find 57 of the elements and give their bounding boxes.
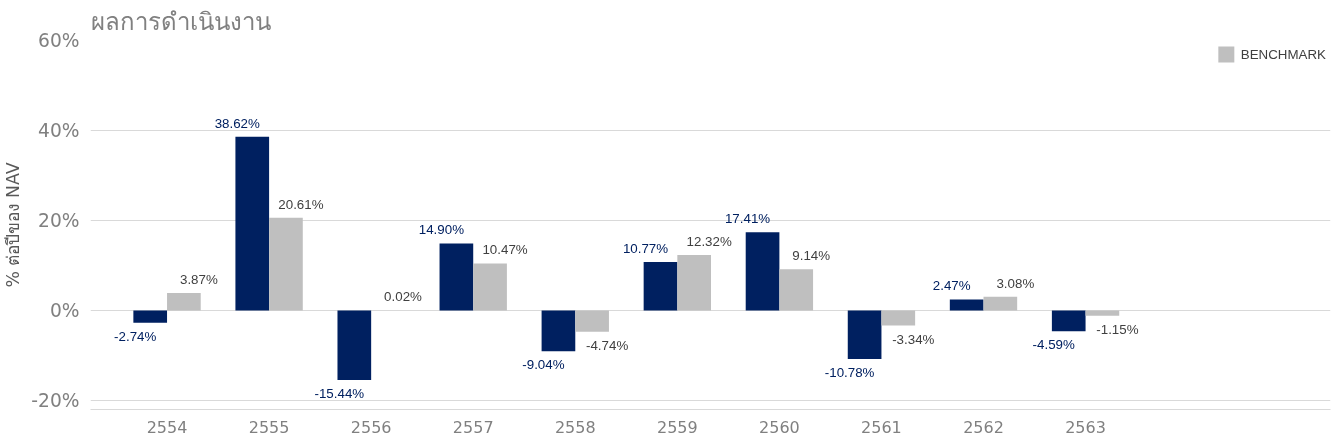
y-tick-label: 0% — [49, 300, 80, 321]
x-tick-label: 2561 — [861, 417, 902, 437]
bar — [677, 255, 712, 311]
x-tick-label: 2555 — [248, 417, 290, 437]
bar — [269, 217, 303, 311]
x-tick-label: 2557 — [452, 417, 494, 437]
bar — [779, 269, 814, 311]
data-label: -2.74% — [114, 328, 157, 344]
bar — [745, 232, 780, 311]
data-label: 10.77% — [622, 241, 669, 257]
data-label: -4.74% — [586, 337, 629, 353]
data-label: -10.78% — [824, 365, 875, 381]
data-label: 20.61% — [278, 196, 324, 212]
y-tick-label: 20% — [38, 210, 80, 231]
data-label: 2.47% — [932, 278, 971, 294]
bar — [133, 310, 168, 323]
bar — [473, 263, 507, 311]
data-label: -3.34% — [892, 331, 935, 347]
bar — [1085, 310, 1120, 316]
bar — [847, 310, 882, 360]
legend-label: BENCHMARK — [1240, 46, 1326, 62]
data-label: -4.59% — [1032, 337, 1075, 353]
data-label: 3.87% — [179, 272, 218, 288]
x-tick-label: 2558 — [554, 417, 596, 437]
x-tick-label: 2556 — [350, 417, 392, 437]
x-tick-label: 2559 — [656, 417, 698, 437]
bar — [949, 299, 984, 311]
data-label: 3.08% — [996, 275, 1035, 291]
data-label: 9.14% — [792, 248, 831, 264]
data-label: 17.41% — [724, 211, 771, 227]
bar — [1051, 310, 1086, 332]
y-axis-title: % ต่อปีของ NAV — [3, 162, 24, 288]
data-label: -15.44% — [314, 385, 365, 401]
bar — [983, 296, 1018, 311]
x-tick-label: 2554 — [146, 417, 188, 437]
data-label: 38.62% — [214, 115, 261, 131]
x-tick-label: 2560 — [759, 417, 800, 437]
bar — [167, 293, 201, 311]
x-tick-label: 2563 — [1065, 417, 1106, 437]
bar — [439, 243, 474, 311]
chart-title: ผลการดำเนินงาน — [90, 7, 271, 36]
bar — [337, 310, 372, 380]
bar — [541, 310, 576, 352]
data-label: 10.47% — [482, 242, 528, 258]
data-label: 12.32% — [686, 234, 732, 250]
y-tick-label: 40% — [38, 120, 80, 141]
data-label: 0.02% — [384, 289, 423, 305]
bar — [575, 310, 609, 332]
y-tick-label: 60% — [38, 30, 80, 51]
data-label: -1.15% — [1096, 321, 1139, 337]
bar — [643, 262, 678, 311]
bar — [881, 310, 916, 326]
y-tick-label: -20% — [31, 390, 80, 411]
data-label: -9.04% — [522, 357, 565, 373]
bar — [235, 136, 270, 311]
x-tick-label: 2562 — [963, 417, 1004, 437]
data-label: 14.90% — [418, 222, 465, 238]
